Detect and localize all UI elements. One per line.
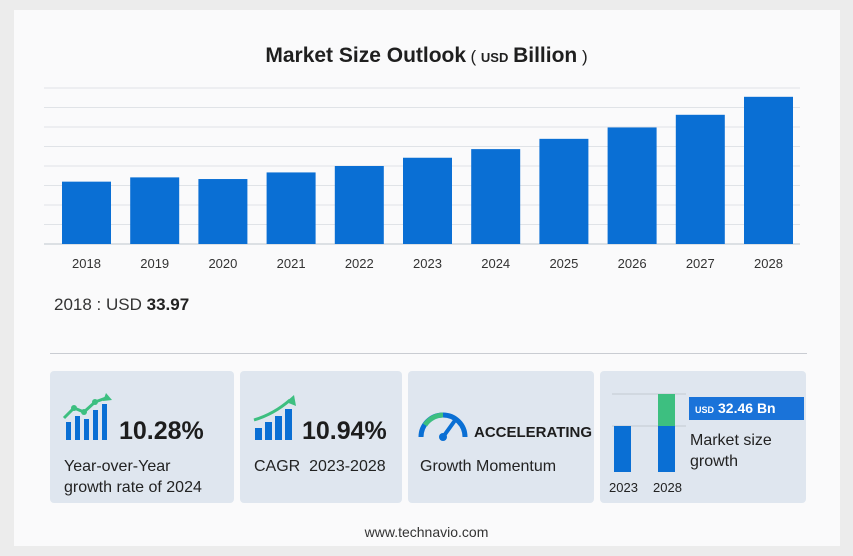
mini-bar-2023 bbox=[614, 426, 631, 472]
bar-2020 bbox=[198, 179, 248, 244]
kpi-box-yoy bbox=[50, 371, 234, 503]
yoy-caption: Year-over-Year growth rate of 2024 bbox=[64, 456, 202, 498]
title-unit-text: Billion bbox=[513, 44, 578, 67]
yoy-caption-line1: Year-over-Year bbox=[64, 458, 171, 475]
bar-2026 bbox=[607, 127, 657, 244]
mini-bar-growth bbox=[658, 394, 675, 426]
cagr-value: 10.94% bbox=[302, 417, 387, 445]
mini-year-2028: 2028 bbox=[653, 480, 682, 495]
badge-value: 32.46 Bn bbox=[718, 400, 776, 416]
momentum-value: ACCELERATING bbox=[474, 424, 593, 441]
yoy-value: 10.28% bbox=[119, 417, 204, 445]
x-tick-label: 2022 bbox=[345, 256, 374, 271]
growth-caption-line2: growth bbox=[690, 453, 739, 470]
bar-2025 bbox=[539, 138, 589, 244]
cagr-caption: CAGR 2023-2028 bbox=[254, 458, 386, 475]
badge-prefix: USD bbox=[695, 405, 715, 415]
bar-arrow-icon bbox=[253, 395, 296, 440]
x-tick-label: 2021 bbox=[277, 256, 306, 271]
divider bbox=[50, 353, 807, 354]
x-tick-label: 2018 bbox=[72, 256, 101, 271]
x-tick-label: 2023 bbox=[413, 256, 442, 271]
bar-2024 bbox=[471, 149, 521, 244]
growth-caption: Market size growth bbox=[690, 430, 772, 472]
x-tick-label: 2027 bbox=[686, 256, 715, 271]
bar-2027 bbox=[675, 114, 725, 245]
bar-2018 bbox=[62, 181, 111, 244]
bar-2022 bbox=[334, 166, 384, 244]
yoy-caption-line2: growth rate of 2024 bbox=[64, 479, 202, 496]
growth-badge: USD 32.46 Bn bbox=[689, 397, 804, 420]
growth-box bbox=[600, 371, 806, 503]
x-tick-label: 2024 bbox=[481, 256, 510, 271]
base-year-label: 2018 : USD 33.97 bbox=[54, 295, 189, 315]
momentum-caption: Growth Momentum bbox=[420, 458, 557, 475]
bar-2023 bbox=[403, 157, 452, 244]
chart-title: Market Size Outlook ( USD Billion ) bbox=[0, 44, 853, 68]
growth-chart-icon bbox=[62, 393, 112, 440]
bar-2019 bbox=[130, 177, 180, 244]
base-year-value: 33.97 bbox=[146, 295, 190, 314]
x-tick-label: 2026 bbox=[618, 256, 647, 271]
x-tick-label: 2028 bbox=[754, 256, 783, 271]
mini-bar-2028 bbox=[658, 426, 675, 472]
x-tick-label: 2019 bbox=[140, 256, 169, 271]
x-tick-label: 2025 bbox=[549, 256, 578, 271]
bar-2028 bbox=[744, 96, 793, 244]
bar-2021 bbox=[266, 172, 316, 244]
growth-caption-line1: Market size bbox=[690, 432, 772, 449]
mini-year-2023: 2023 bbox=[609, 480, 638, 495]
footer-source: www.technavio.com bbox=[364, 524, 489, 540]
title-main: Market Size Outlook bbox=[265, 44, 467, 67]
mini-growth-chart bbox=[612, 393, 686, 472]
speedometer-icon bbox=[418, 412, 468, 441]
x-tick-label: 2020 bbox=[208, 256, 237, 271]
bar-chart: 2018 2019 2020 2021 2022 2023 2024 2025 2026 2027… bbox=[44, 87, 800, 271]
title-unit-prefix: USD bbox=[480, 50, 509, 65]
title-unit: ( USD Billion ) bbox=[470, 44, 588, 67]
base-year-text: 2018 : USD bbox=[54, 295, 142, 314]
